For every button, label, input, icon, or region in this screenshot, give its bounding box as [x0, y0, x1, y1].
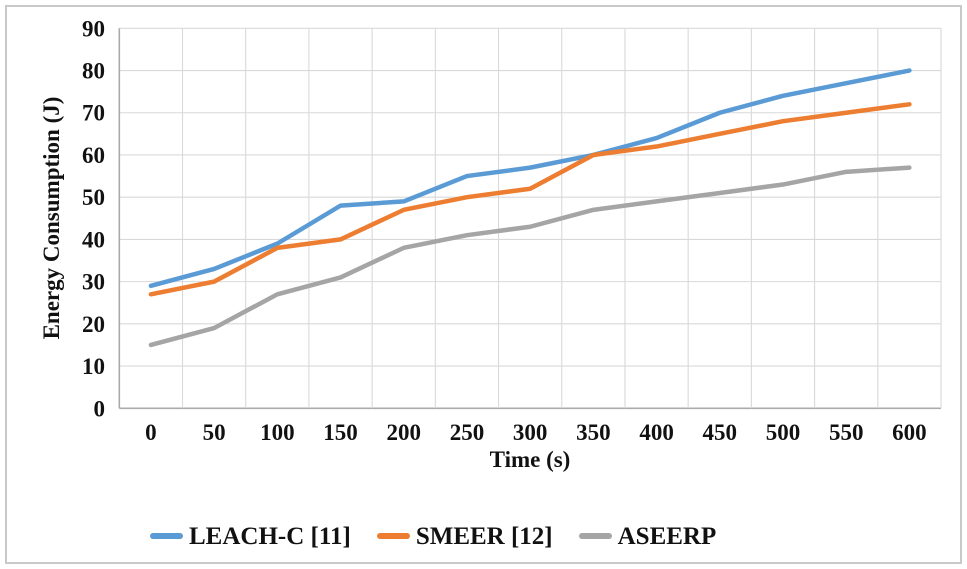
y-tick-label-30: 30 [82, 270, 105, 295]
x-tick-label-150: 150 [323, 420, 358, 445]
y-axis-title: Energy Consumption (J) [39, 96, 64, 340]
y-tick-label-80: 80 [82, 59, 105, 84]
x-tick-label-350: 350 [576, 420, 611, 445]
x-tick-label-0: 0 [145, 420, 157, 445]
x-tick-label-250: 250 [450, 420, 485, 445]
legend-item-leach-c-11: LEACH-C [11] [150, 524, 351, 549]
x-tick-label-550: 550 [829, 420, 864, 445]
y-tick-label-0: 0 [94, 396, 106, 421]
x-tick-label-300: 300 [513, 420, 548, 445]
legend-item-smeer-12: SMEER [12] [376, 522, 553, 550]
y-tick-label-10: 10 [82, 354, 105, 379]
y-tick-label-70: 70 [82, 101, 105, 126]
legend-label-aseerp: ASEERP [617, 522, 717, 550]
y-tick-label-40: 40 [82, 227, 105, 252]
y-tick-label-60: 60 [82, 143, 105, 168]
legend-swatch-leach-c-11 [150, 533, 183, 539]
x-tick-label-50: 50 [203, 420, 226, 445]
legend-swatch-smeer-12 [376, 533, 410, 539]
y-tick-label-50: 50 [82, 185, 105, 210]
legend-label-leach-c-11: LEACH-C [11] [189, 522, 351, 550]
legend-swatch-aseerp [578, 533, 612, 539]
figure-border [5, 5, 962, 564]
series-line-aseerp [148, 165, 912, 348]
x-tick-label-500: 500 [766, 420, 801, 445]
series-line-smeer-12 [148, 102, 912, 297]
legend-item-aseerp: ASEERP [578, 522, 717, 550]
x-tick-label-100: 100 [260, 420, 295, 445]
x-tick-label-200: 200 [386, 420, 421, 445]
legend: LEACH-C [11] SMEER [12] ASEERP [150, 521, 716, 551]
legend-label-smeer-12: SMEER [12] [415, 522, 553, 550]
series-line-leach-c-11 [148, 68, 912, 289]
x-tick-label-400: 400 [639, 420, 674, 445]
y-tick-label-20: 20 [82, 312, 105, 337]
x-tick-label-600: 600 [892, 420, 927, 445]
x-tick-label-450: 450 [703, 420, 738, 445]
y-tick-label-90: 90 [82, 16, 105, 41]
x-axis-title: Time (s) [489, 447, 571, 472]
